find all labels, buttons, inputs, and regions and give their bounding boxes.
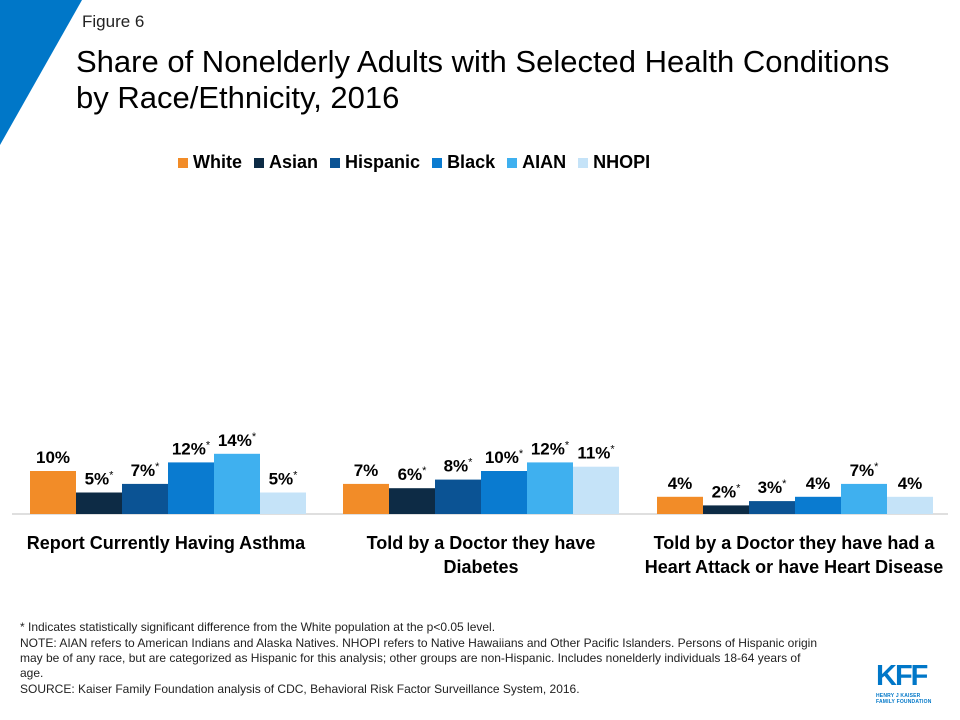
bar-hispanic-1 <box>435 479 481 514</box>
legend-swatch <box>330 157 341 168</box>
bar-asian-0 <box>76 492 122 514</box>
significance-marker: * <box>468 457 473 469</box>
kff-logo: KFF HENRY J KAISER FAMILY FOUNDATION <box>876 660 946 705</box>
bar-white-1 <box>343 483 389 514</box>
significance-marker: * <box>252 431 257 443</box>
legend-item-nhopi: NHOPI <box>578 152 650 173</box>
legend-label: Asian <box>269 152 319 172</box>
data-label: 7% <box>354 461 379 480</box>
bar-nhopi-1 <box>573 466 619 514</box>
significance-marker: * <box>155 461 160 473</box>
significance-marker: * <box>874 461 879 473</box>
bar-nhopi-0 <box>260 492 306 514</box>
data-label: 10% <box>36 448 70 467</box>
data-label: 2%* <box>712 482 742 501</box>
legend-swatch <box>432 157 443 168</box>
bar-aian-2 <box>841 483 887 514</box>
data-label: 7%* <box>850 461 880 480</box>
bar-asian-2 <box>703 505 749 514</box>
category-label-heart-disease: Told by a Doctor they have had a Heart A… <box>644 533 944 577</box>
category-label-diabetes: Told by a Doctor they have Diabetes <box>366 533 596 577</box>
footnotes: * Indicates statistically significant di… <box>20 620 820 698</box>
significance-marker: * <box>736 482 741 494</box>
chart-legend: White Asian Hispanic Black AIAN NHOPI <box>178 152 662 173</box>
bar-white-0 <box>30 471 76 514</box>
data-label: 5%* <box>269 470 299 489</box>
significance-marker: * <box>610 444 615 456</box>
legend-label: NHOPI <box>593 152 651 172</box>
data-label: 5%* <box>85 470 115 489</box>
data-label: 3%* <box>758 478 788 497</box>
legend-label: AIAN <box>522 152 567 172</box>
source-note: SOURCE: Kaiser Family Foundation analysi… <box>20 682 580 696</box>
significance-marker: * <box>519 448 524 460</box>
bar-chart: 10% 5%* 7%* 12%* 14%* 5%* 7% 6%* 8%* 10%* 12%* 11%*… <box>12 431 948 515</box>
legend-swatch <box>254 157 264 168</box>
data-label: 14%* <box>218 431 257 450</box>
bar-aian-0 <box>214 453 260 514</box>
legend-label: Hispanic <box>345 152 421 172</box>
significance-marker: * <box>782 478 787 490</box>
significance-marker: * <box>565 439 570 451</box>
data-label: 11%* <box>577 444 615 463</box>
legend-item-aian: AIAN <box>507 152 566 173</box>
bar-hispanic-0 <box>122 483 168 514</box>
corner-accent <box>0 0 82 145</box>
bar-black-0 <box>168 462 214 514</box>
bar-nhopi-2 <box>887 496 933 514</box>
bar-white-2 <box>657 496 703 514</box>
bar-aian-1 <box>527 462 573 514</box>
kff-logo-line2: FAMILY FOUNDATION <box>876 699 932 705</box>
category-label-asthma: Report Currently Having Asthma <box>26 533 306 553</box>
bar-black-2 <box>795 496 841 514</box>
definitions-note: NOTE: AIAN refers to American Indians an… <box>20 636 818 680</box>
significance-marker: * <box>206 439 211 451</box>
data-label: 4% <box>806 474 831 493</box>
legend-item-hispanic: Hispanic <box>330 152 420 173</box>
data-label: 4% <box>668 474 693 493</box>
legend-item-black: Black <box>432 152 495 173</box>
significance-note: * Indicates statistically significant di… <box>20 620 496 634</box>
legend-item-white: White <box>178 152 242 173</box>
legend-swatch <box>507 157 518 168</box>
significance-marker: * <box>109 470 114 482</box>
legend-label: White <box>193 152 242 172</box>
kff-logo-line1: HENRY J KAISER <box>876 693 921 699</box>
legend-label: Black <box>447 152 496 172</box>
bar-hispanic-2 <box>749 501 795 514</box>
data-label: 10%* <box>485 448 524 467</box>
bar-asian-1 <box>389 488 435 514</box>
data-label: 4% <box>898 474 923 493</box>
significance-marker: * <box>422 465 427 477</box>
significance-marker: * <box>293 470 298 482</box>
legend-swatch <box>578 157 589 168</box>
chart-title: Share of Nonelderly Adults with Selected… <box>76 44 890 115</box>
kff-logo-letters: KFF <box>876 660 928 688</box>
bar-black-1 <box>481 471 527 514</box>
data-label: 6%* <box>398 465 428 484</box>
data-label: 8%* <box>444 457 474 476</box>
data-label: 12%* <box>172 439 211 458</box>
data-label: 7%* <box>131 461 161 480</box>
legend-item-asian: Asian <box>254 152 318 173</box>
kff-logo-mark: KFF <box>876 660 930 692</box>
legend-swatch <box>178 157 188 168</box>
figure-label: Figure 6 <box>82 12 145 31</box>
data-label: 12%* <box>531 439 570 458</box>
